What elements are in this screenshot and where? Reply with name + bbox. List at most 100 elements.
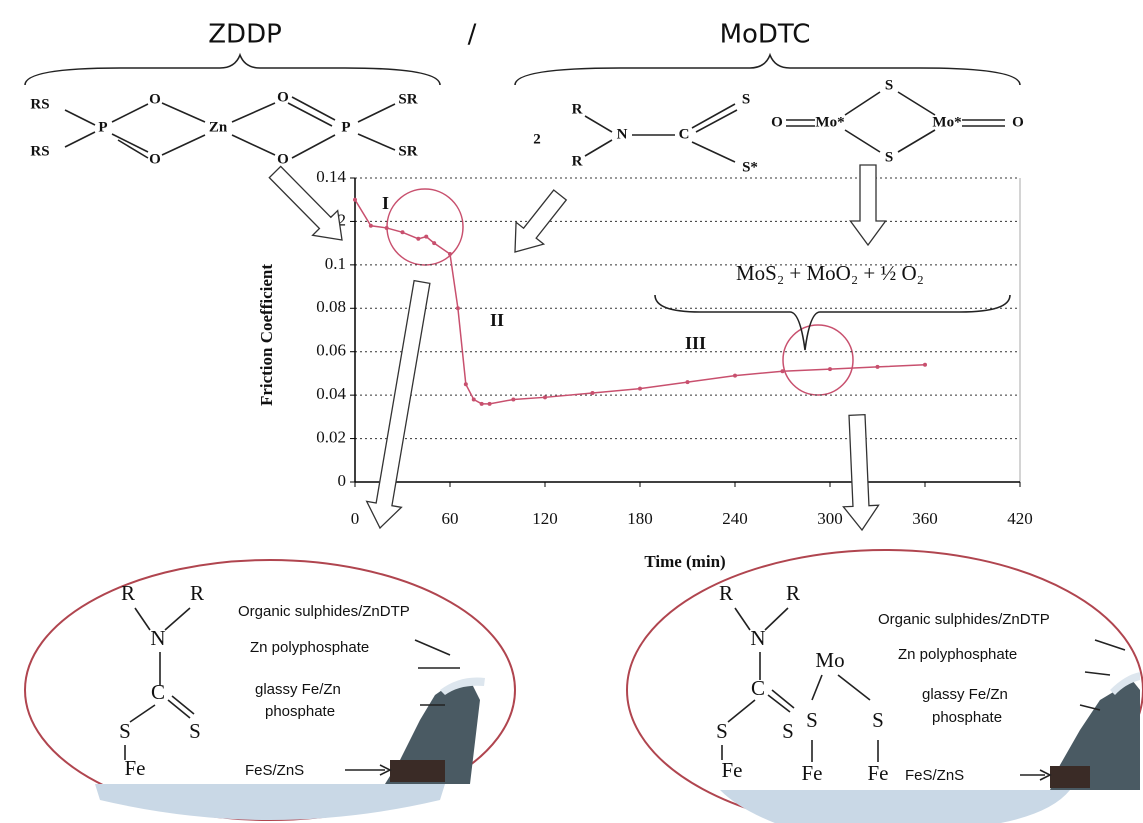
data-point bbox=[416, 237, 420, 241]
x-tick-label: 180 bbox=[627, 509, 653, 528]
x-axis-label: Time (min) bbox=[644, 552, 725, 571]
data-point bbox=[591, 391, 595, 395]
atom: R bbox=[786, 581, 800, 605]
header-right: MoDTC bbox=[720, 20, 811, 50]
atom: Mo* bbox=[815, 114, 844, 130]
atom: Fe bbox=[802, 761, 823, 785]
data-point bbox=[472, 397, 476, 401]
atom: S bbox=[806, 708, 818, 732]
atom: O bbox=[1012, 114, 1024, 130]
data-point bbox=[353, 198, 357, 202]
data-point bbox=[781, 369, 785, 373]
arrow bbox=[843, 415, 878, 530]
arrow bbox=[367, 281, 430, 528]
x-tick-label: 300 bbox=[817, 509, 843, 528]
data-point bbox=[456, 306, 460, 310]
atom: S bbox=[742, 91, 750, 107]
arrow bbox=[515, 190, 566, 252]
atom: R bbox=[572, 153, 583, 169]
atom: S bbox=[716, 719, 728, 743]
header-separator: / bbox=[468, 20, 477, 50]
data-point bbox=[543, 395, 547, 399]
header-left: ZDDP bbox=[208, 20, 282, 50]
atom: RS bbox=[30, 96, 49, 112]
data-point bbox=[686, 380, 690, 384]
atom: N bbox=[617, 126, 628, 142]
layer-label: Zn polyphosphate bbox=[250, 639, 369, 656]
layer-label: FeS/ZnS bbox=[905, 767, 964, 784]
atom: R bbox=[572, 101, 583, 117]
atom: C bbox=[679, 126, 690, 142]
figure: ZDDP / MoDTC RS RS P O O Zn O O P SR SR … bbox=[0, 0, 1143, 823]
x-tick-label: 360 bbox=[912, 509, 938, 528]
atom: O bbox=[149, 91, 161, 107]
atom: O bbox=[771, 114, 783, 130]
data-line bbox=[355, 200, 925, 404]
y-tick-label: 0 bbox=[338, 471, 347, 490]
x-tick-label: 60 bbox=[442, 509, 459, 528]
atom: N bbox=[750, 626, 765, 650]
atom: Fe bbox=[722, 758, 743, 782]
atom: S bbox=[885, 149, 893, 165]
data-point bbox=[385, 226, 389, 230]
data-point bbox=[424, 235, 428, 239]
layer-label: Zn polyphosphate bbox=[898, 646, 1017, 663]
data-point bbox=[638, 387, 642, 391]
layer-label: Organic sulphides/ZnDTP bbox=[878, 611, 1050, 628]
atom: S bbox=[872, 708, 884, 732]
x-tick-label: 120 bbox=[532, 509, 558, 528]
atom: O bbox=[149, 151, 161, 167]
layer-label: glassy Fe/Zn bbox=[922, 686, 1008, 703]
atom: R bbox=[121, 581, 135, 605]
x-tick-label: 420 bbox=[1007, 509, 1033, 528]
atom: Zn bbox=[209, 119, 228, 135]
atom: R bbox=[190, 581, 204, 605]
y-axis-label: Friction Coefficient bbox=[257, 264, 276, 406]
y-tick-label: 0.08 bbox=[316, 297, 346, 316]
atom: Fe bbox=[868, 761, 889, 785]
atom: S bbox=[119, 719, 131, 743]
atom: Mo* bbox=[932, 114, 961, 130]
y-tick-label: 0.02 bbox=[316, 427, 346, 446]
y-tick-label: 0.14 bbox=[316, 167, 346, 186]
layer-label: Organic sulphides/ZnDTP bbox=[238, 603, 410, 620]
atom: R bbox=[719, 581, 733, 605]
atom: C bbox=[751, 676, 765, 700]
y-tick-label: 0.06 bbox=[316, 341, 346, 360]
data-point bbox=[488, 402, 492, 406]
data-point bbox=[511, 397, 515, 401]
stage-label: I bbox=[382, 193, 389, 213]
data-point bbox=[876, 365, 880, 369]
x-tick-label: 240 bbox=[722, 509, 748, 528]
x-tick-label: 0 bbox=[351, 509, 360, 528]
data-point bbox=[369, 224, 373, 228]
atom: SR bbox=[398, 91, 417, 107]
atom: Fe bbox=[125, 756, 146, 780]
y-tick-label: 0.1 bbox=[325, 254, 346, 273]
stage-label: II bbox=[490, 310, 504, 330]
data-point bbox=[480, 402, 484, 406]
atom: O bbox=[277, 151, 289, 167]
data-point bbox=[448, 252, 452, 256]
atom: S bbox=[885, 77, 893, 93]
atom: O bbox=[277, 89, 289, 105]
layer-label: phosphate bbox=[265, 703, 335, 720]
atom: S* bbox=[742, 159, 758, 175]
y-tick-label: 0.04 bbox=[316, 384, 346, 403]
atom: C bbox=[151, 680, 165, 704]
atom: Mo bbox=[815, 648, 844, 672]
data-point bbox=[432, 241, 436, 245]
data-point bbox=[733, 374, 737, 378]
data-point bbox=[464, 382, 468, 386]
atom: P bbox=[341, 119, 350, 135]
atom: SR bbox=[398, 143, 417, 159]
atom: P bbox=[98, 119, 107, 135]
data-point bbox=[401, 230, 405, 234]
layer-label: glassy Fe/Zn bbox=[255, 681, 341, 698]
atom: 2 bbox=[533, 131, 541, 147]
layer-label: phosphate bbox=[932, 709, 1002, 726]
atom: N bbox=[150, 626, 165, 650]
arrow bbox=[850, 165, 885, 245]
stage-label: III bbox=[685, 333, 706, 353]
layer-label: FeS/ZnS bbox=[245, 762, 304, 779]
